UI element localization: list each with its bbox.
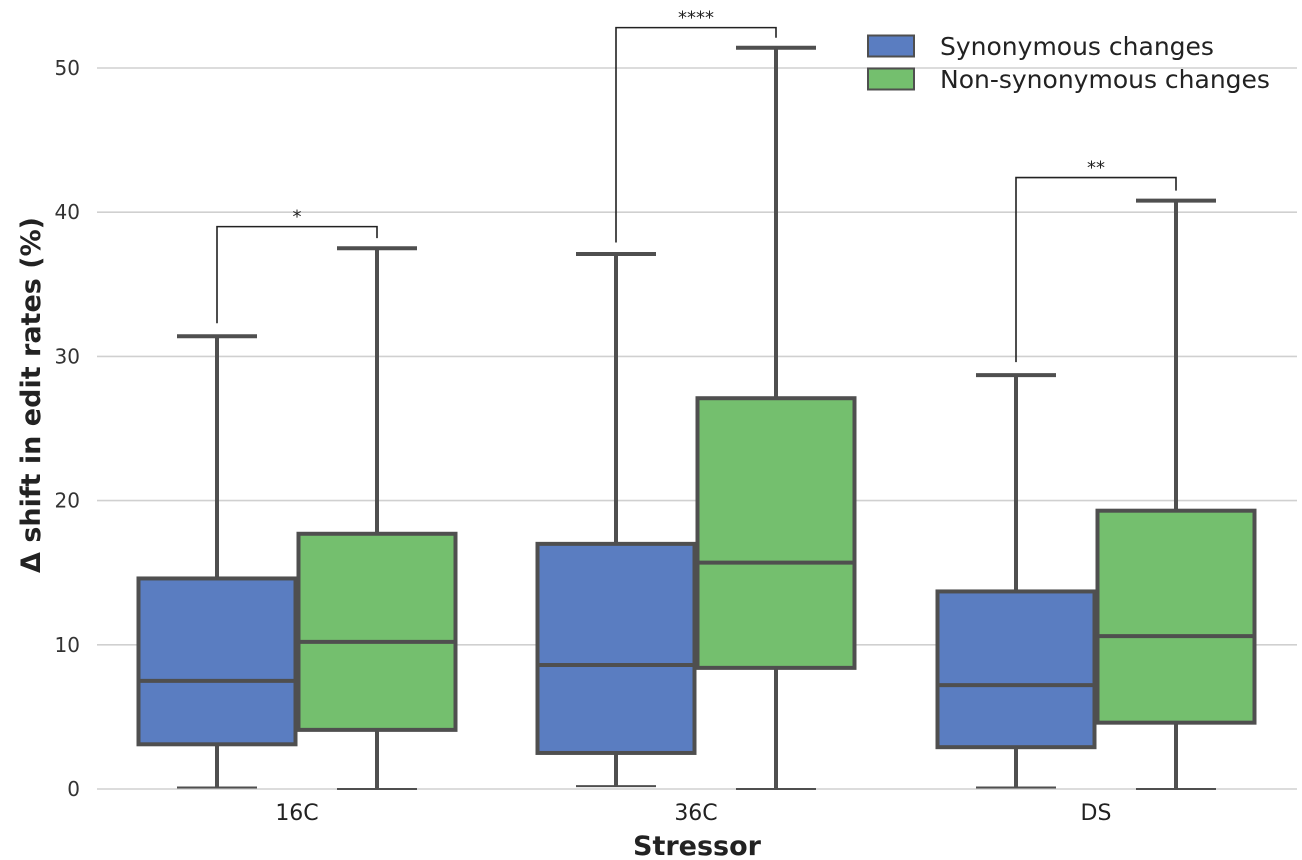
iqr-box-36c-non-synonymous [695,396,857,670]
significance-bracket-ds: ** [1015,158,1177,363]
significance-label-16c: * [293,207,302,228]
y-tick-label-40: 40 [55,200,80,224]
significance-bracket-16c: * [216,207,378,324]
x-tick-label-ds: DS [1081,801,1112,826]
bracket-line-36c [615,26,777,243]
significance-brackets: ******* [216,8,1177,363]
box-36c-non-synonymous [695,45,857,790]
x-tick-labels: 16C 36C DS [275,801,1111,826]
bracket-line-ds [1015,176,1177,363]
box-ds-synonymous [935,373,1097,789]
iqr-box-16c-synonymous [136,576,298,747]
y-tick-label-30: 30 [55,344,80,368]
y-tick-label-20: 20 [55,489,80,513]
iqr-box-36c-synonymous [535,541,697,755]
box-ds-non-synonymous [1095,198,1257,790]
box-16c-non-synonymous [296,246,458,790]
box-16c-synonymous [136,334,298,789]
y-tick-label-0: 0 [67,777,80,801]
significance-label-36c: **** [678,8,714,29]
boxes [136,45,1257,790]
significance-bracket-36c: **** [615,8,777,243]
legend-swatch-synonymous [867,34,915,58]
legend-label-non-synonymous: Non-synonymous changes [940,65,1270,94]
iqr-box-ds-non-synonymous [1095,508,1257,725]
legend-swatch-non-synonymous [867,67,915,91]
x-axis-title: Stressor [633,831,762,860]
y-tick-labels: 0 10 20 30 40 50 [55,56,80,801]
iqr-box-ds-synonymous [935,589,1097,750]
x-tick-label-36c: 36C [674,801,717,826]
legend: Synonymous changes Non-synonymous change… [867,32,1270,94]
box-36c-synonymous [535,252,697,788]
y-axis-title: Δ shift in edit rates (%) [16,217,47,573]
y-tick-label-50: 50 [55,56,80,80]
bracket-line-16c [216,225,378,324]
significance-label-ds: ** [1087,158,1105,179]
iqr-box-16c-non-synonymous [296,531,458,732]
x-tick-label-16c: 16C [275,801,318,826]
y-tick-label-10: 10 [55,633,80,657]
legend-label-synonymous: Synonymous changes [940,32,1214,61]
